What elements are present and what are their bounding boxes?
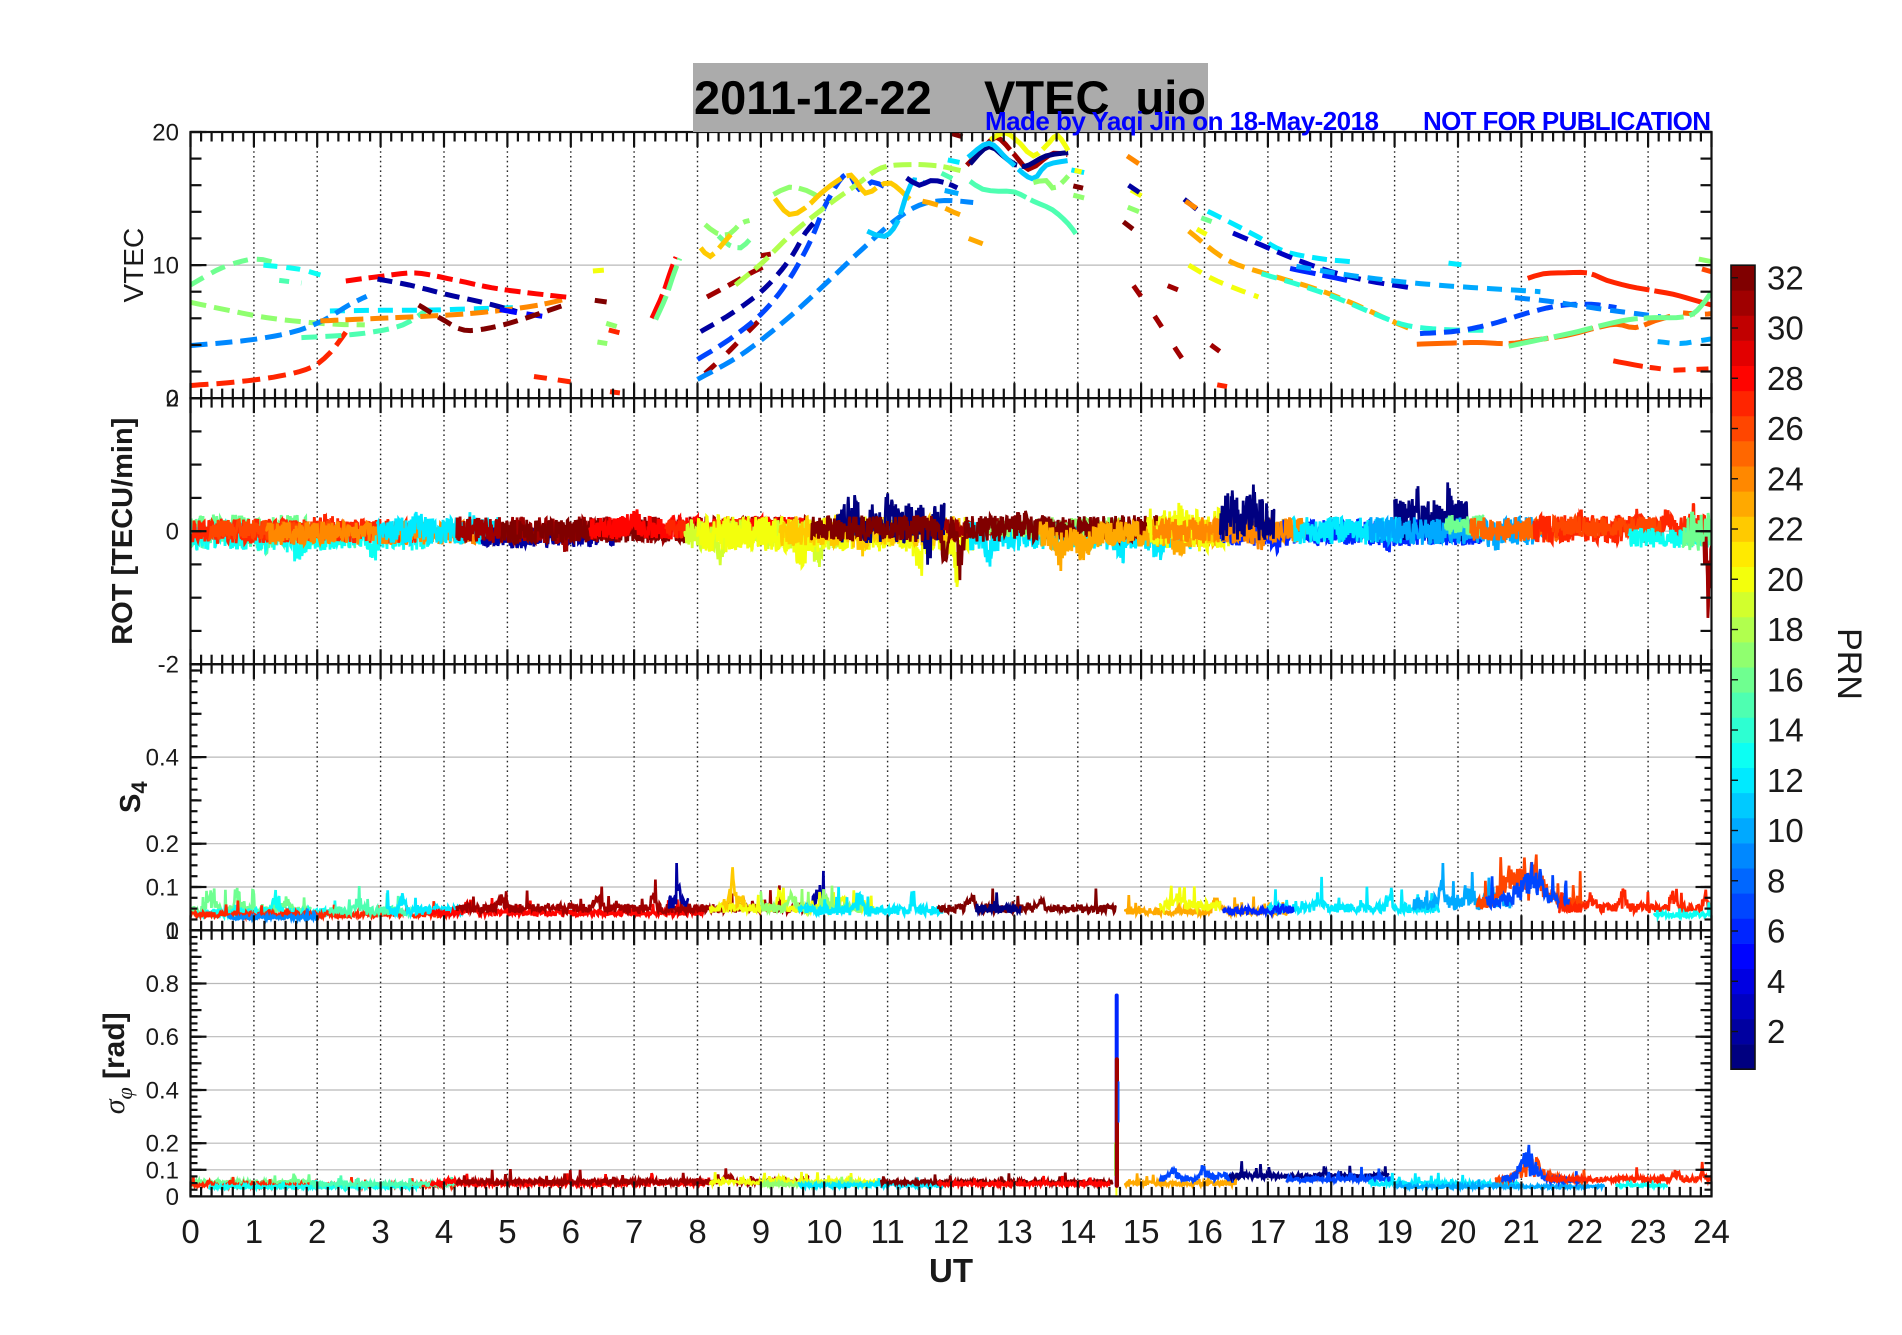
svg-text:2: 2 bbox=[166, 386, 179, 413]
svg-text:16: 16 bbox=[1186, 1213, 1223, 1250]
svg-text:26: 26 bbox=[1767, 410, 1804, 447]
svg-text:11: 11 bbox=[870, 1213, 904, 1250]
svg-text:0.1: 0.1 bbox=[146, 875, 179, 902]
svg-text:0.6: 0.6 bbox=[146, 1024, 179, 1051]
svg-text:13: 13 bbox=[996, 1213, 1033, 1250]
svg-text:3: 3 bbox=[371, 1213, 389, 1250]
svg-text:σφ [rad]: σφ [rad] bbox=[98, 1012, 137, 1114]
svg-text:5: 5 bbox=[498, 1213, 516, 1250]
svg-text:7: 7 bbox=[625, 1213, 643, 1250]
svg-text:S4: S4 bbox=[115, 781, 152, 813]
svg-text:19: 19 bbox=[1376, 1213, 1413, 1250]
svg-text:2: 2 bbox=[1767, 1013, 1785, 1050]
svg-text:20: 20 bbox=[1767, 561, 1804, 598]
svg-text:0.8: 0.8 bbox=[146, 971, 179, 998]
svg-text:2: 2 bbox=[308, 1213, 326, 1250]
svg-text:1: 1 bbox=[245, 1213, 263, 1250]
svg-text:32: 32 bbox=[1767, 259, 1804, 296]
svg-text:10: 10 bbox=[1767, 812, 1804, 849]
svg-text:18: 18 bbox=[1313, 1213, 1350, 1250]
svg-text:0.2: 0.2 bbox=[146, 831, 179, 858]
svg-text:0.4: 0.4 bbox=[146, 1078, 179, 1105]
svg-text:0: 0 bbox=[166, 918, 179, 945]
svg-text:0: 0 bbox=[166, 1184, 179, 1211]
svg-text:ROT [TECU/min]: ROT [TECU/min] bbox=[107, 418, 139, 645]
svg-text:0: 0 bbox=[181, 1213, 199, 1250]
svg-text:18: 18 bbox=[1767, 611, 1804, 648]
svg-text:2011-12-22 VTEC uio: 2011-12-22 VTEC uio bbox=[694, 71, 1206, 124]
svg-text:VTEC: VTEC bbox=[118, 228, 149, 303]
svg-text:15: 15 bbox=[1123, 1213, 1160, 1250]
svg-text:Made by Yaqi Jin on 18-May-201: Made by Yaqi Jin on 18-May-2018 bbox=[985, 106, 1379, 136]
svg-text:10: 10 bbox=[152, 253, 179, 280]
svg-text:21: 21 bbox=[1503, 1213, 1540, 1250]
svg-text:24: 24 bbox=[1767, 460, 1804, 497]
svg-text:14: 14 bbox=[1059, 1213, 1096, 1250]
svg-text:0: 0 bbox=[166, 519, 179, 546]
svg-text:22: 22 bbox=[1767, 511, 1804, 548]
svg-text:12: 12 bbox=[1767, 762, 1804, 799]
svg-text:14: 14 bbox=[1767, 712, 1804, 749]
svg-text:24: 24 bbox=[1693, 1213, 1730, 1250]
svg-text:6: 6 bbox=[1767, 913, 1785, 950]
svg-text:0.1: 0.1 bbox=[146, 1157, 179, 1184]
svg-text:4: 4 bbox=[1767, 963, 1785, 1000]
svg-text:4: 4 bbox=[435, 1213, 453, 1250]
svg-text:6: 6 bbox=[562, 1213, 580, 1250]
svg-text:NOT FOR PUBLICATION: NOT FOR PUBLICATION bbox=[1423, 106, 1711, 136]
svg-text:0: 0 bbox=[166, 386, 179, 413]
svg-text:0.2: 0.2 bbox=[146, 1131, 179, 1158]
svg-text:16: 16 bbox=[1767, 661, 1804, 698]
svg-text:-2: -2 bbox=[158, 652, 179, 679]
svg-text:UT: UT bbox=[929, 1252, 973, 1289]
svg-text:17: 17 bbox=[1250, 1213, 1287, 1250]
svg-text:1: 1 bbox=[166, 918, 179, 945]
svg-text:30: 30 bbox=[1767, 310, 1804, 347]
svg-text:23: 23 bbox=[1630, 1213, 1667, 1250]
svg-text:PRN: PRN bbox=[1830, 628, 1868, 700]
svg-text:8: 8 bbox=[688, 1213, 706, 1250]
svg-text:20: 20 bbox=[152, 120, 179, 147]
svg-text:9: 9 bbox=[752, 1213, 770, 1250]
svg-text:12: 12 bbox=[933, 1213, 970, 1250]
svg-text:20: 20 bbox=[1440, 1213, 1477, 1250]
svg-text:22: 22 bbox=[1566, 1213, 1603, 1250]
svg-text:10: 10 bbox=[806, 1213, 843, 1250]
svg-text:0.4: 0.4 bbox=[146, 745, 179, 772]
svg-text:28: 28 bbox=[1767, 360, 1804, 397]
svg-text:8: 8 bbox=[1767, 862, 1785, 899]
